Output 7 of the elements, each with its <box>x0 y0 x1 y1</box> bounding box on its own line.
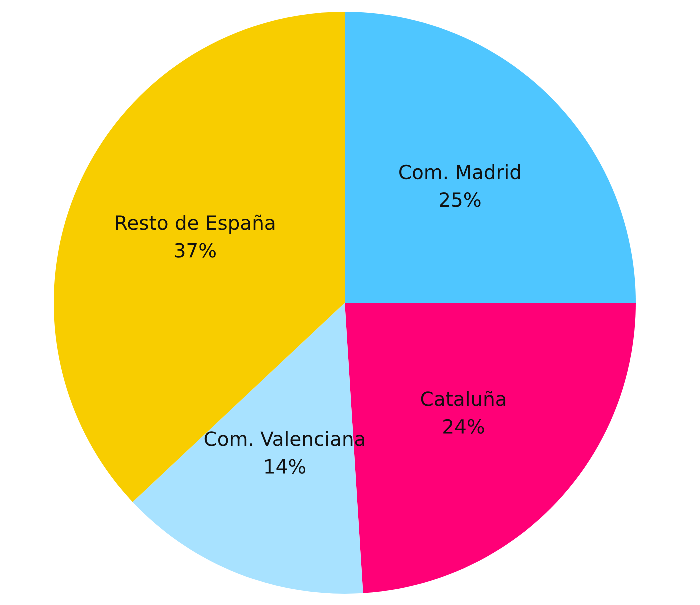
data-label: 14% <box>266 459 306 474</box>
data-label: 37% <box>175 243 216 258</box>
data-label: 24% <box>444 419 484 434</box>
slice-label: Resto de España <box>116 214 275 234</box>
data-label: 25% <box>440 192 481 208</box>
slice-label: Cataluña <box>421 390 506 406</box>
slice-label: Com. Madrid <box>400 164 520 180</box>
